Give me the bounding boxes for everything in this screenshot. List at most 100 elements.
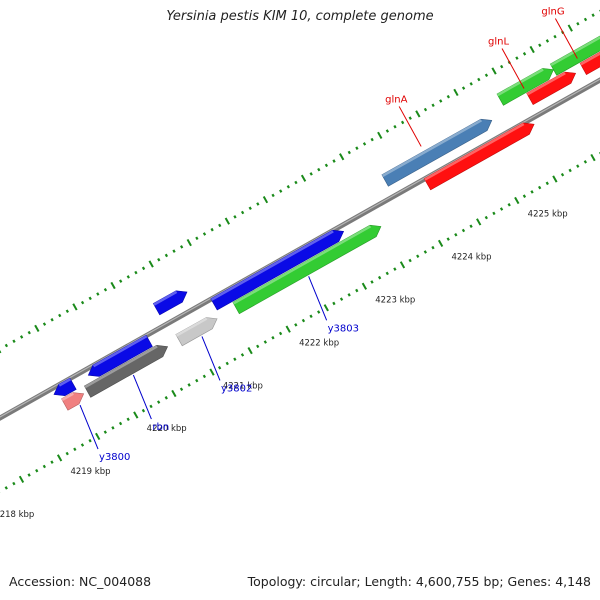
- gene-label: y3800: [99, 452, 130, 463]
- gene-arrow-highlight: [424, 122, 525, 181]
- ruler-tick: [416, 254, 420, 258]
- ruler-tick: [583, 160, 588, 164]
- ruler-tick: [446, 94, 450, 99]
- ruler-tick: [126, 275, 130, 279]
- ruler-tick: [399, 261, 406, 269]
- ruler-tick: [477, 77, 481, 82]
- ruler-tick: [393, 267, 397, 271]
- ruler-tick: [530, 190, 534, 194]
- ruler-tick: [4, 486, 8, 490]
- ruler-tick: [80, 443, 85, 447]
- ruler-tick: [347, 150, 351, 155]
- gene-leader-line: [132, 374, 152, 420]
- gene-arrow-highlight: [84, 345, 158, 389]
- ruler-tick: [484, 73, 489, 78]
- ruler-tick: [278, 331, 283, 336]
- ruler-tick: [157, 400, 161, 404]
- ruler-tick: [385, 271, 389, 276]
- ruler-tick: [355, 146, 359, 150]
- ruler-tick: [469, 224, 473, 228]
- ruler-tick: [385, 129, 390, 133]
- ruler-tick: [149, 404, 153, 409]
- ruler-tick: [95, 432, 101, 441]
- gene-arrow-highlight: [92, 335, 148, 368]
- ruler-tick: [476, 218, 482, 226]
- ruler-tick: [233, 215, 237, 219]
- ruler-tick: [300, 174, 307, 182]
- ruler-tick: [294, 323, 298, 327]
- ruler-tick: [437, 239, 444, 247]
- ruler-tick: [42, 464, 47, 469]
- ruler-tick: [58, 313, 62, 318]
- gene-label: rbn: [152, 422, 169, 433]
- ruler-tick: [415, 110, 421, 118]
- ruler-tick: [576, 164, 580, 168]
- gene-arrow-highlight: [550, 35, 600, 67]
- ruler-tick: [186, 238, 192, 247]
- ruler-tick: [323, 304, 329, 312]
- ruler-tick: [538, 185, 542, 190]
- ruler-tick: [285, 325, 291, 333]
- ruler-tick: [560, 172, 565, 177]
- backbone-line: [0, 77, 600, 421]
- gene-arrow-highlight: [58, 378, 72, 387]
- ruler-tick: [362, 142, 367, 146]
- ruler-tick: [361, 282, 368, 290]
- ruler-tick: [553, 34, 557, 39]
- ruler-tick: [225, 361, 229, 366]
- gene-arrow: [210, 229, 345, 311]
- ruler-tick: [187, 383, 191, 387]
- ruler-tick: [171, 389, 177, 398]
- ruler-tick: [439, 99, 443, 103]
- ruler-tick: [263, 340, 267, 344]
- ruler-tick: [42, 322, 47, 326]
- ruler-tick: [332, 301, 336, 306]
- ruler-tick: [446, 237, 450, 241]
- ruler-tick: [271, 193, 275, 198]
- gene-label: y3803: [328, 323, 359, 334]
- ruler-tick: [431, 245, 435, 250]
- ruler-tick: [454, 233, 458, 237]
- ruler-tick: [515, 56, 519, 60]
- ruler-tick: [408, 116, 412, 120]
- ruler-tick: [4, 343, 9, 348]
- ruler-tick: [317, 310, 321, 314]
- ruler-tick: [545, 181, 549, 186]
- gene-arrow-highlight: [61, 392, 74, 401]
- gene-arrow-highlight: [580, 52, 600, 66]
- ruler-tick: [164, 396, 168, 400]
- ruler-tick: [12, 481, 16, 486]
- ruler-tick: [164, 253, 169, 258]
- ruler-tick: [126, 417, 130, 422]
- ruler-tick: [552, 175, 558, 183]
- ruler-tick: [256, 344, 260, 349]
- ruler-tick: [141, 408, 146, 413]
- ruler-tick: [80, 300, 85, 305]
- ruler-tick: [408, 258, 412, 263]
- ruler-tick: [309, 314, 313, 319]
- ruler-tick: [309, 172, 313, 176]
- ruler-tick: [286, 185, 290, 189]
- ruler-tick: [514, 196, 520, 205]
- gene-label: y3802: [221, 383, 252, 394]
- ruler-tick: [317, 167, 321, 172]
- ruler-tick: [339, 297, 344, 301]
- gene-arrow-highlight: [232, 225, 372, 305]
- ruler-tick: [111, 426, 115, 430]
- tick-label: 4219 kbp: [70, 467, 110, 477]
- ruler-tick: [461, 228, 466, 233]
- ruler-tick: [377, 275, 382, 280]
- ruler-tick: [148, 260, 154, 268]
- ruler-tick: [217, 366, 222, 370]
- ruler-tick: [529, 45, 535, 54]
- ruler-tick: [210, 227, 214, 232]
- ruler-tick: [195, 236, 199, 241]
- ruler-tick: [73, 447, 77, 452]
- ruler-tick: [0, 349, 2, 354]
- gene-leader-line: [554, 18, 578, 59]
- ruler-tick: [370, 137, 374, 142]
- gene-label: glnG: [541, 6, 564, 17]
- ruler-tick: [339, 153, 345, 161]
